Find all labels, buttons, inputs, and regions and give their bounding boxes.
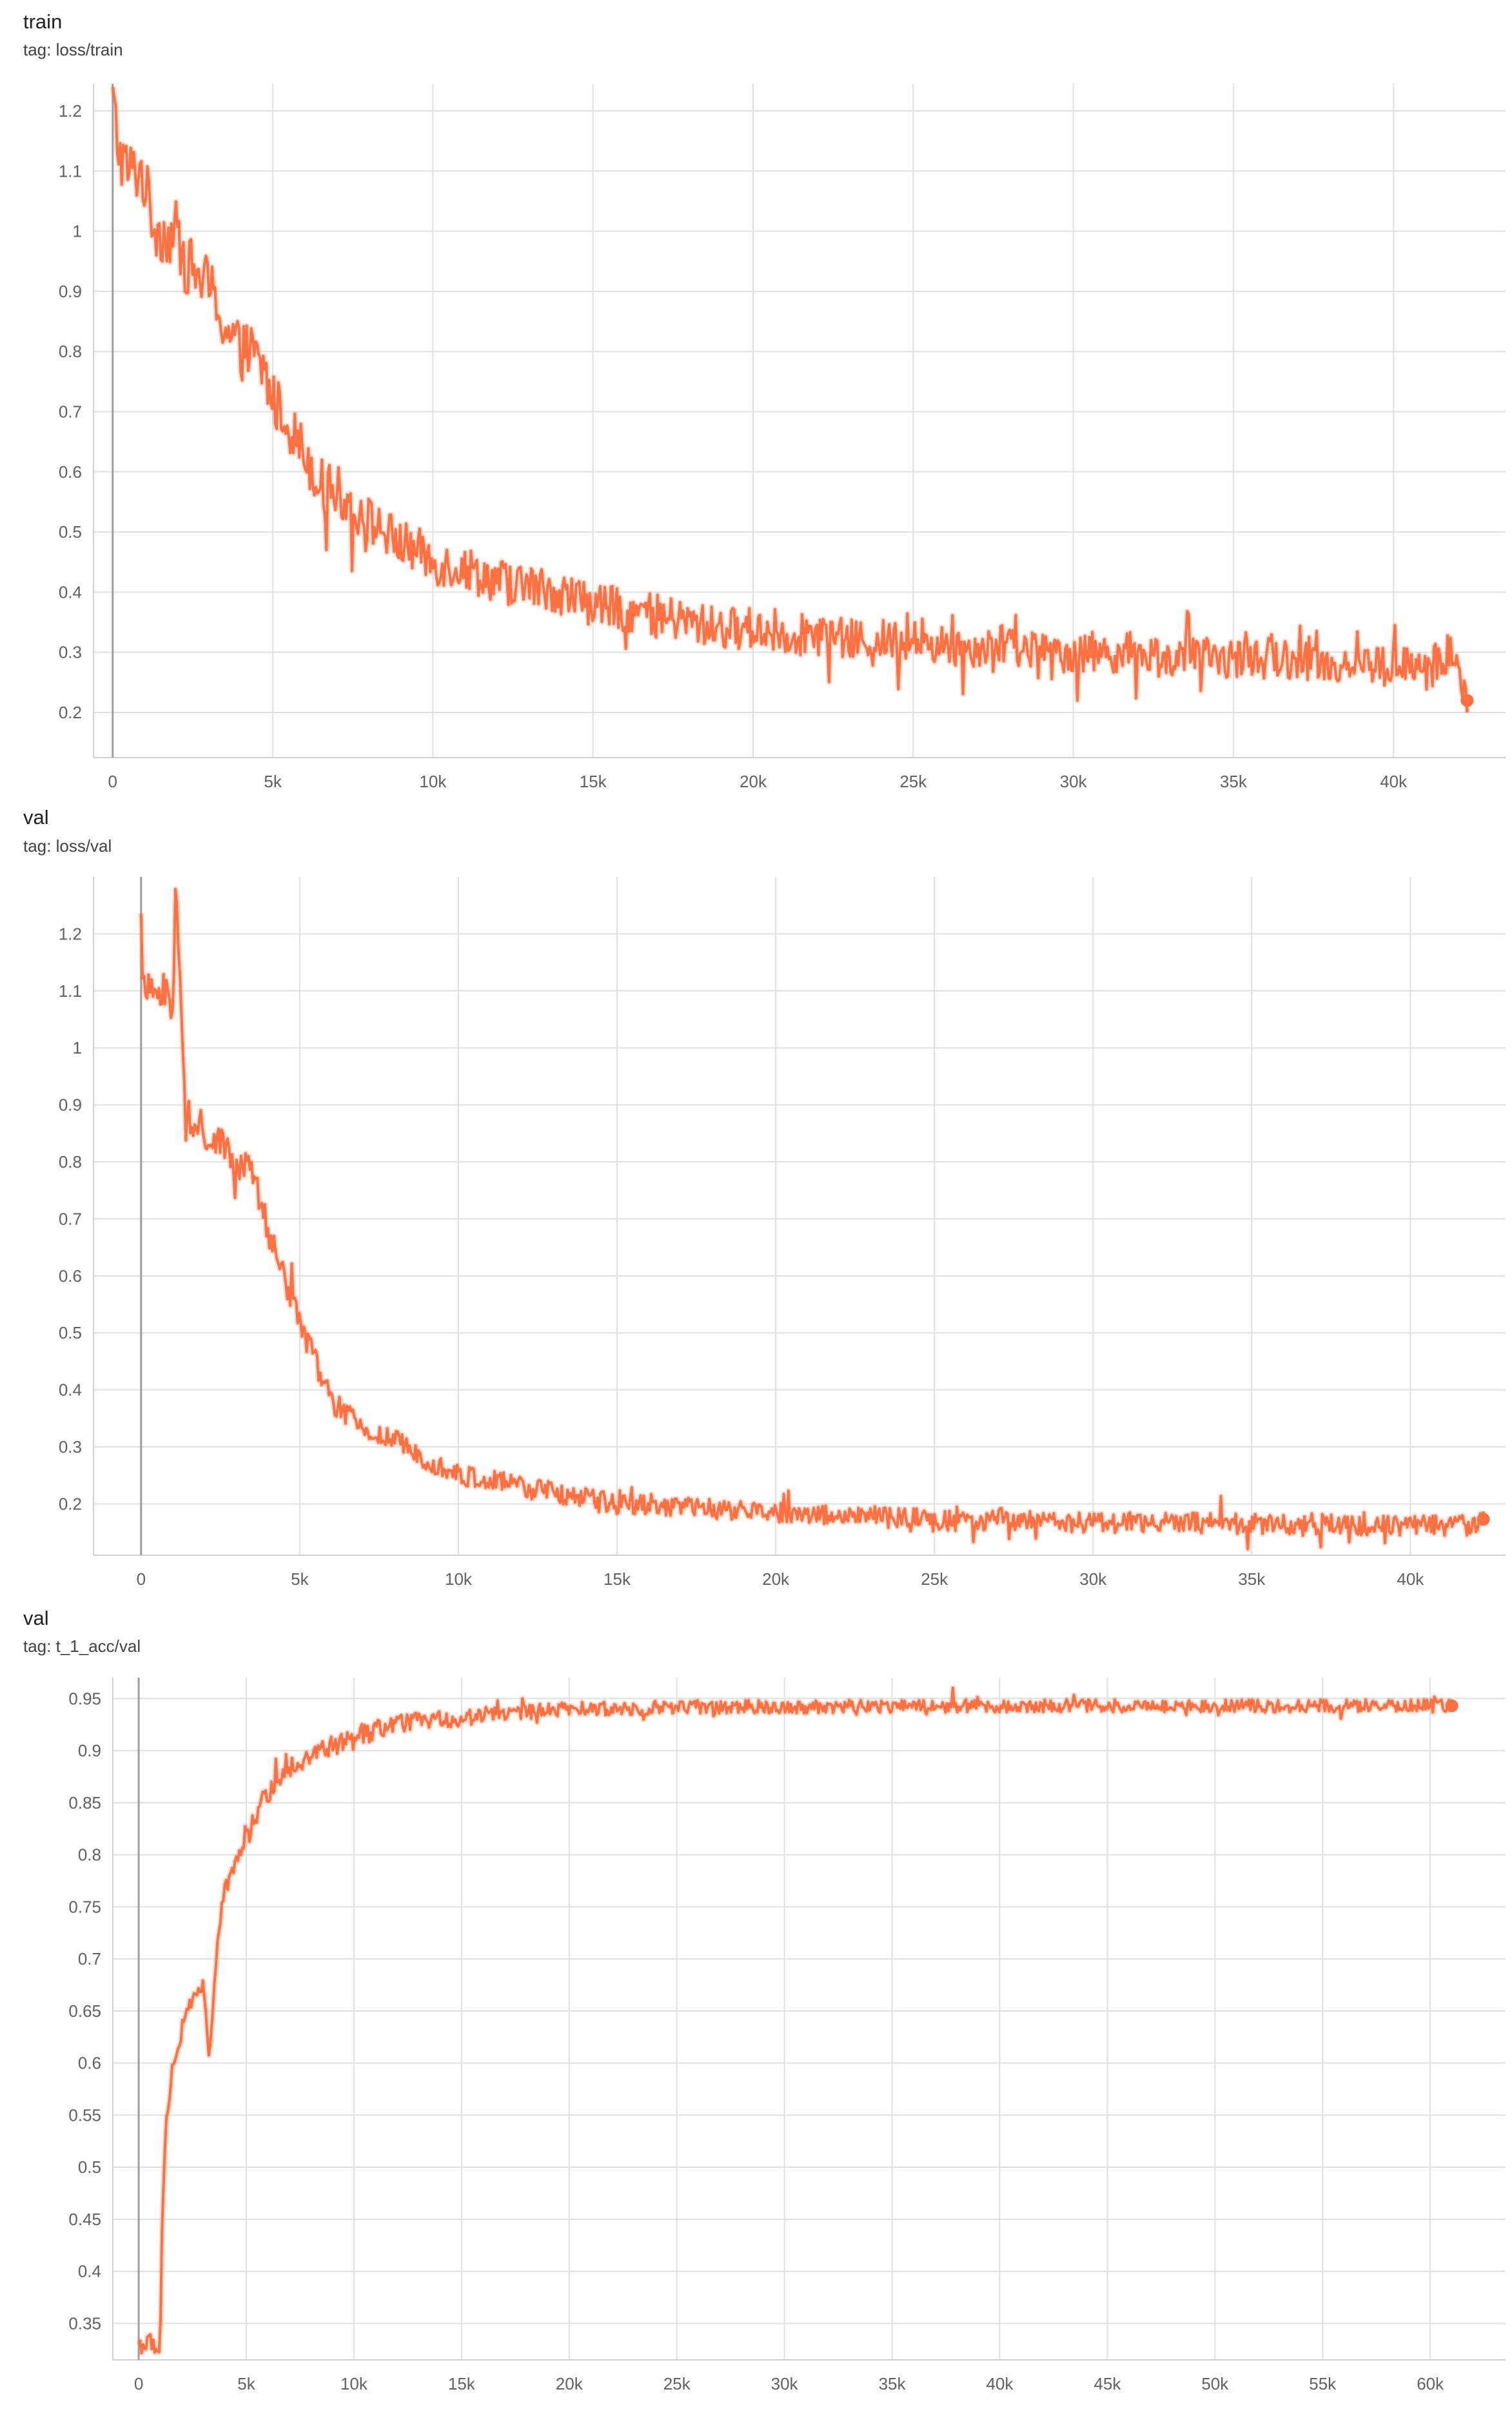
y-tick-label: 1 <box>73 222 82 241</box>
x-tick-label: 40k <box>1380 772 1408 791</box>
series-line <box>111 86 1469 713</box>
chart-acc-val: 0.950.90.850.80.750.70.650.60.550.50.450… <box>68 1678 1506 2393</box>
chart-subtitle: tag: loss/val <box>23 836 112 856</box>
x-tick-label: 15k <box>448 2374 476 2393</box>
x-tick-label: 20k <box>556 2374 584 2393</box>
y-tick-label: 1 <box>73 1038 82 1057</box>
y-tick-label: 0.9 <box>78 1741 101 1760</box>
x-tick-label: 45k <box>1094 2374 1121 2393</box>
y-tick-label: 0.3 <box>59 1437 82 1457</box>
x-tick-label: 20k <box>762 1569 790 1589</box>
y-tick-label: 0.4 <box>59 582 82 602</box>
chart-loss-train: 1.2 1.1 1 0.9 0.8 0.7 0.6 0.5 0.4 0.3 0.2 0 5k 10k 15k… <box>59 84 1506 791</box>
x-tick-label: 35k <box>1238 1569 1266 1589</box>
y-tick-label: 0.75 <box>68 1897 101 1916</box>
x-tick-label: 0 <box>108 772 117 791</box>
grid <box>93 84 1506 758</box>
y-tick-label: 0.8 <box>78 1845 101 1865</box>
chart-panel-loss-train: train tag: loss/train 1.2 1.1 1 0.9 0.8 0.7 0.… <box>0 0 1512 800</box>
x-tick-label: 50k <box>1201 2374 1229 2393</box>
y-tick-label: 0.7 <box>59 1209 82 1228</box>
y-tick-label: 0.2 <box>59 703 82 722</box>
x-tick-label: 25k <box>663 2374 691 2393</box>
y-tick-label: 0.5 <box>59 1323 82 1342</box>
y-tick-label: 1.2 <box>59 924 82 943</box>
x-tick-label: 15k <box>580 772 607 791</box>
y-tick-label: 0.4 <box>78 2262 101 2281</box>
y-tick-label: 0.6 <box>59 1266 82 1286</box>
x-tick-label: 20k <box>740 772 767 791</box>
series-end-marker <box>1445 1699 1458 1713</box>
x-tick-label: 60k <box>1417 2374 1444 2393</box>
x-tick-label: 55k <box>1309 2374 1337 2393</box>
x-tick-label: 5k <box>291 1569 309 1589</box>
y-tick-label: 0.8 <box>59 1152 82 1172</box>
chart-loss-val: 1.2 1.1 1 0.9 0.8 0.7 0.6 0.5 0.4 0.3 0.2 0 5k 10k 15k… <box>59 877 1506 1589</box>
x-tick-label: 0 <box>137 1569 146 1589</box>
x-tick-label: 40k <box>1397 1569 1424 1589</box>
x-tick-label: 0 <box>134 2374 143 2393</box>
y-tick-label: 0.7 <box>78 1949 101 1968</box>
y-tick-label: 0.9 <box>59 282 82 301</box>
chart-subtitle: tag: loss/train <box>23 40 123 59</box>
x-tick-label: 5k <box>264 772 282 791</box>
x-tick-label: 30k <box>771 2374 799 2393</box>
x-tick-label: 15k <box>604 1569 631 1589</box>
x-tick-label: 30k <box>1079 1569 1107 1589</box>
x-tick-label: 35k <box>1220 772 1248 791</box>
y-tick-label: 0.9 <box>59 1095 82 1115</box>
x-tick-label: 30k <box>1060 772 1088 791</box>
y-tick-label: 1.1 <box>59 161 82 181</box>
grid <box>112 1678 1506 2361</box>
x-tick-label: 35k <box>879 2374 907 2393</box>
x-tick-label: 10k <box>340 2374 368 2393</box>
series-shadow <box>135 1685 1455 2356</box>
series-line <box>137 1686 1453 2355</box>
grid <box>93 877 1506 1556</box>
chart-subtitle: tag: t_1_acc/val <box>23 1636 141 1656</box>
x-tick-label: 10k <box>419 772 447 791</box>
y-tick-label: 0.8 <box>59 342 82 361</box>
series-line <box>139 888 1485 1551</box>
y-tick-label: 0.7 <box>59 402 82 422</box>
y-tick-label: 0.3 <box>59 643 82 662</box>
x-tick-label: 40k <box>986 2374 1014 2393</box>
y-tick-label: 0.4 <box>59 1380 82 1400</box>
chart-title: val <box>23 1607 49 1629</box>
chart-panel-loss-val: val tag: loss/val 1.2 1.1 1 0.9 0.8 0.7 0.6 0.5… <box>0 800 1512 1599</box>
x-tick-label: 10k <box>445 1569 473 1589</box>
x-tick-label: 5k <box>237 2374 255 2393</box>
y-tick-label: 0.6 <box>78 2054 101 2073</box>
series-shadow <box>110 86 1470 713</box>
x-tick-label: 25k <box>899 772 927 791</box>
y-tick-label: 0.65 <box>68 2001 101 2021</box>
chart-panel-acc-val: val tag: t_1_acc/val 0.95 0.9 0.85 0.8 0.75 0… <box>0 1599 1512 2425</box>
x-tick-label: 25k <box>921 1569 948 1589</box>
y-tick-label: 0.95 <box>68 1689 101 1708</box>
y-tick-label: 0.5 <box>78 2157 101 2177</box>
y-tick-label: 0.6 <box>59 462 82 482</box>
series-end-marker <box>1477 1513 1490 1526</box>
y-tick-label: 0.55 <box>68 2105 101 2125</box>
chart-title: val <box>23 806 49 829</box>
chart-title: train <box>23 10 63 33</box>
y-tick-label: 0.85 <box>68 1793 101 1812</box>
series-end-marker <box>1460 694 1474 707</box>
y-tick-label: 0.45 <box>68 2210 101 2229</box>
y-tick-label: 0.2 <box>59 1494 82 1513</box>
y-tick-label: 0.5 <box>59 522 82 542</box>
y-tick-label: 1.2 <box>59 101 82 121</box>
y-tick-label: 0.35 <box>68 2313 101 2333</box>
y-tick-label: 1.1 <box>59 981 82 1001</box>
